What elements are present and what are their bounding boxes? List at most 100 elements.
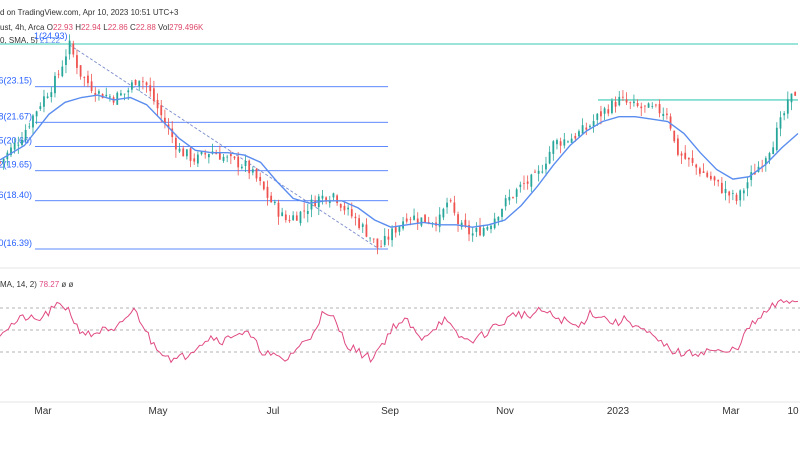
candle [361,222,364,233]
symbol-info: ust, 4h, Arca [0,23,45,32]
candle [640,102,643,117]
candle [398,225,401,236]
candle [244,154,247,172]
candle [449,198,452,203]
candle [284,210,287,223]
candle [145,81,148,93]
candle [46,92,49,99]
candle [123,93,126,101]
candle [545,156,547,177]
candle [76,49,78,75]
candle [720,177,723,194]
candle [310,194,313,218]
candle [189,146,192,168]
candle [72,40,75,58]
low-label: L [103,23,108,32]
rsi-pane [0,267,800,364]
candle [537,165,540,182]
candle [32,114,34,134]
candle [493,212,496,230]
candle [303,202,306,219]
candle [226,154,229,163]
low-value: 22.86 [107,23,128,32]
candle [0,161,1,165]
candle [35,110,38,125]
candle [149,77,152,97]
candle [328,195,331,208]
rsi-header: MA, 14, 2) 78.27 ø ø [0,280,73,289]
candle [182,145,185,157]
candle [644,105,646,113]
candle [519,181,522,193]
candle [687,157,690,167]
candle [709,171,712,181]
candle [233,155,236,160]
candle [460,220,463,230]
candle [134,79,137,86]
high-label: H [75,23,81,32]
published-info: d on TradingView.com, Apr 10, 2023 10:51… [0,8,179,17]
candle [120,89,122,97]
candle [424,214,426,223]
candle [248,159,251,180]
candle [251,166,254,176]
candle [178,142,181,153]
candle [259,172,262,186]
x-axis: Mar May Jul Sep Nov 2023 Mar 10 [0,401,800,417]
candle [413,208,415,221]
close-value: 22.88 [135,23,156,32]
open-label: O [46,23,53,32]
candle [138,80,141,92]
candle [438,207,441,233]
candle [530,173,533,193]
candle [94,87,97,102]
candle [237,151,240,176]
candle [240,164,243,170]
candle [153,80,155,105]
x-tick-label: 2023 [607,406,630,417]
candle [600,105,602,125]
sma-label: 0, SMA, 5) [0,36,38,45]
chart-header-line2: ust, 4h, Arca O22.93 H22.94 L22.86 C22.8… [0,23,203,32]
candle [468,220,470,242]
candle [79,65,82,80]
x-tick-label: May [149,406,168,417]
candle [87,70,89,88]
candle [90,73,93,94]
candle [365,218,368,238]
rsi-label: MA, 14, 2) [0,280,37,289]
candle [416,212,419,230]
candle [295,211,298,221]
candle [695,163,698,175]
candle [680,151,683,164]
candle [383,228,386,247]
candle [735,192,738,205]
candle [387,229,390,246]
candle [662,107,665,121]
sma-value: 21.22 [40,36,61,45]
candle [105,87,108,98]
candle [471,226,474,242]
fib-label-1: 0.618(21.67) [0,111,32,121]
candle [684,145,687,160]
candle [21,131,23,147]
candle [501,208,503,222]
candle [68,34,71,60]
candle [772,141,775,155]
candle [497,216,500,226]
candle [556,138,558,150]
candle [332,192,335,201]
candle [508,189,511,205]
candle [636,99,639,108]
candle [185,149,188,160]
candle [446,197,448,214]
candle [794,91,797,96]
candle [647,102,650,108]
candle [196,151,199,167]
candle [116,91,119,105]
candle [786,91,789,119]
candle [790,93,793,111]
candle [299,210,302,226]
candle [43,89,45,113]
